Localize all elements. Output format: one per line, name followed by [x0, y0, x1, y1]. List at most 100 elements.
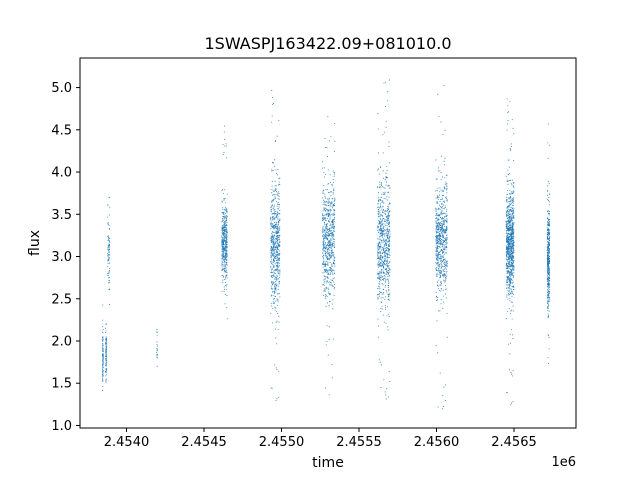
data-point	[547, 233, 549, 235]
data-point	[107, 253, 109, 255]
data-point	[445, 272, 447, 274]
data-point	[225, 266, 227, 268]
data-point	[381, 271, 383, 273]
data-point	[506, 282, 508, 284]
data-point	[225, 242, 227, 244]
data-point	[331, 198, 333, 200]
data-point	[330, 239, 332, 241]
data-point	[510, 262, 512, 264]
data-point	[546, 255, 549, 257]
data-point	[379, 181, 381, 183]
data-point	[441, 223, 443, 225]
data-point	[443, 212, 445, 214]
data-point	[511, 318, 513, 320]
data-point	[547, 313, 549, 315]
data-point	[444, 188, 446, 190]
data-point	[444, 157, 446, 159]
data-point	[276, 191, 278, 193]
data-point	[326, 248, 328, 250]
data-point	[388, 294, 390, 296]
data-point	[223, 236, 225, 238]
data-point	[507, 292, 509, 295]
data-point	[270, 238, 272, 240]
data-point	[440, 242, 442, 244]
data-point	[334, 287, 336, 289]
data-point	[512, 246, 514, 249]
data-point	[511, 271, 513, 273]
data-point	[437, 93, 439, 95]
data-point	[513, 160, 515, 162]
data-point	[273, 302, 276, 304]
data-point	[510, 282, 512, 284]
data-point	[274, 217, 276, 219]
data-point	[379, 271, 381, 273]
data-point	[226, 270, 228, 272]
data-point	[505, 258, 507, 260]
data-point	[380, 244, 382, 246]
x-tick-label: 2.4540	[104, 435, 150, 450]
data-point	[378, 215, 380, 217]
data-point	[333, 216, 336, 218]
data-point	[324, 289, 326, 291]
data-point	[384, 258, 386, 260]
data-point	[270, 287, 272, 289]
data-point	[386, 208, 388, 210]
data-point	[322, 255, 324, 257]
data-point	[275, 337, 277, 339]
data-point	[276, 343, 278, 345]
data-point	[382, 227, 384, 229]
data-point	[389, 292, 391, 294]
data-point	[325, 282, 327, 284]
data-point	[329, 202, 331, 204]
data-point	[226, 259, 228, 261]
data-point	[511, 202, 513, 204]
data-point	[324, 207, 326, 209]
data-point	[271, 200, 273, 202]
data-point	[377, 206, 379, 208]
data-point	[507, 228, 509, 230]
data-point	[326, 146, 328, 148]
data-point	[277, 224, 279, 226]
data-point	[324, 241, 326, 244]
data-point	[278, 191, 280, 193]
data-point	[333, 239, 335, 241]
data-point	[442, 231, 444, 233]
data-point	[509, 250, 512, 252]
data-point	[327, 252, 329, 254]
data-point	[272, 259, 275, 261]
data-point	[224, 284, 226, 286]
data-point	[435, 268, 437, 271]
data-point	[107, 236, 109, 238]
data-point	[274, 295, 277, 297]
data-point	[327, 354, 329, 356]
data-point	[438, 270, 440, 272]
data-point	[323, 290, 325, 292]
data-point	[509, 147, 511, 149]
data-point	[377, 254, 379, 257]
data-point	[436, 247, 438, 249]
data-point	[275, 201, 277, 203]
data-point	[387, 234, 389, 236]
data-point	[382, 152, 384, 154]
data-point	[509, 226, 511, 228]
data-point	[328, 326, 330, 328]
data-point	[328, 214, 330, 216]
data-point	[328, 293, 330, 295]
data-point	[548, 305, 550, 307]
data-point	[381, 256, 383, 258]
data-point	[327, 237, 329, 239]
data-point	[222, 227, 224, 229]
data-point	[441, 176, 444, 178]
data-point	[548, 281, 550, 283]
data-point	[505, 201, 508, 203]
data-point	[331, 201, 333, 203]
data-point	[387, 244, 389, 246]
data-point	[278, 206, 280, 208]
data-point	[377, 208, 379, 211]
data-point	[438, 221, 440, 223]
data-point	[325, 234, 327, 236]
data-point	[386, 219, 388, 221]
data-point	[324, 173, 326, 175]
data-point	[381, 264, 383, 266]
data-point	[388, 224, 390, 226]
